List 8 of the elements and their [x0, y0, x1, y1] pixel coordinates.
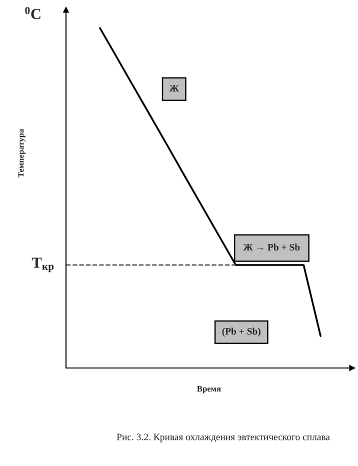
text: $^{0}$C — [25, 6, 40, 20]
x-axis-title: Время — [197, 386, 221, 394]
ref-line-label: T$_{кр}$ — [32, 258, 54, 272]
annotation: Ж → Pb + Sb — [243, 244, 300, 251]
y-axis-title: Температура — [18, 129, 26, 178]
annotation: (Pb + Sb) — [222, 328, 260, 337]
annotation: Ж — [169, 85, 179, 92]
text: Рис. 3.2. Кривая охлаждения эвтектического сплава — [116, 434, 330, 442]
